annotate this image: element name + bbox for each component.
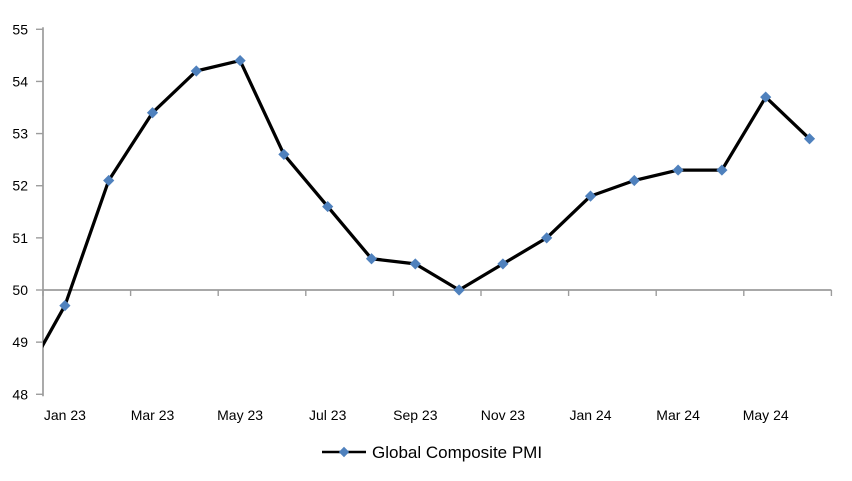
y-tick-label: 52 xyxy=(12,178,28,194)
legend-diamond-icon xyxy=(338,446,350,458)
x-tick-label: Jan 24 xyxy=(569,407,611,423)
data-point-marker xyxy=(541,232,553,244)
data-point-marker xyxy=(234,54,246,67)
data-point-marker xyxy=(365,253,378,265)
data-point-marker xyxy=(628,174,640,187)
x-tick-label: Jul 23 xyxy=(309,407,347,423)
chart-legend: Global Composite PMI xyxy=(322,443,542,462)
x-tick-label: Nov 23 xyxy=(481,407,526,423)
data-point-marker xyxy=(322,200,334,213)
data-point-marker xyxy=(146,107,159,119)
y-tick-label: 48 xyxy=(12,386,28,402)
x-tick-label: Sep 23 xyxy=(393,407,438,423)
data-point-marker xyxy=(672,164,684,176)
data-point-marker xyxy=(278,148,290,161)
x-tick-label: Mar 24 xyxy=(656,407,700,423)
y-tick-label: 50 xyxy=(12,282,28,298)
data-point-marker xyxy=(453,284,465,296)
pmi-series-line xyxy=(43,58,812,349)
data-point-marker xyxy=(190,65,202,77)
data-point-marker xyxy=(409,258,421,270)
data-point-marker xyxy=(760,91,772,103)
data-point-marker xyxy=(59,300,71,312)
data-point-marker xyxy=(497,258,509,270)
x-tick-label: May 24 xyxy=(743,407,789,423)
series-group xyxy=(43,54,816,349)
data-point-marker xyxy=(803,133,816,145)
x-tick-label: Jan 23 xyxy=(44,407,86,423)
data-point-marker xyxy=(584,190,597,202)
data-point-marker xyxy=(716,164,728,176)
x-tick-label: May 23 xyxy=(217,407,263,423)
plot-area: 48 49 50 51 52 53 54 55 Jan 23 Mar 23 May 23 Jul 23… xyxy=(12,21,833,423)
y-tick-label: 53 xyxy=(12,126,28,142)
y-tick-label: 51 xyxy=(12,230,28,246)
y-tick-label: 54 xyxy=(12,73,28,89)
x-tick-label: Mar 23 xyxy=(131,407,175,423)
legend-label: Global Composite PMI xyxy=(372,443,542,462)
data-point-marker xyxy=(103,174,115,187)
y-tick-label: 55 xyxy=(12,21,28,37)
y-tick-label: 49 xyxy=(12,334,28,350)
